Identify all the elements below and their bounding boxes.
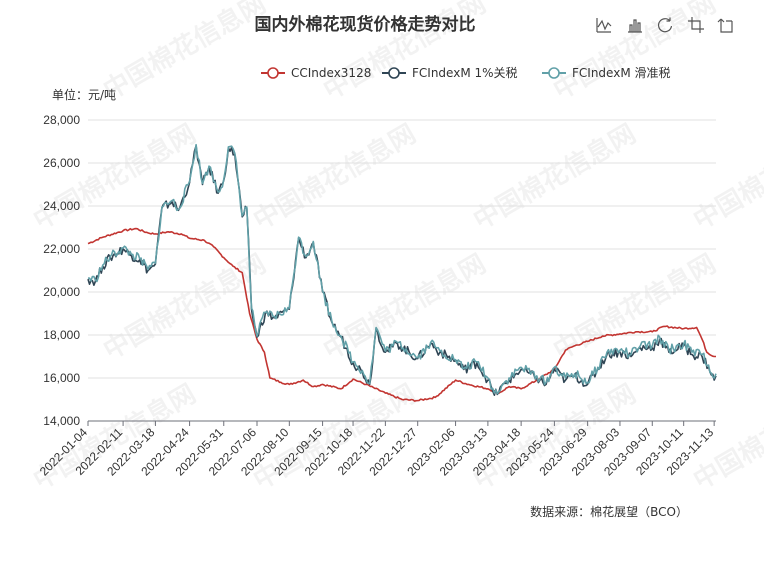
y-tick-label: 20,000 — [43, 285, 80, 299]
legend-item-1[interactable]: FCIndexM 1%关税 — [382, 66, 518, 80]
watermark: 中国棉花信息网 — [98, 0, 271, 106]
y-tick-label: 26,000 — [43, 156, 80, 170]
legend-symbol — [267, 67, 279, 79]
legend-item-2[interactable]: FCIndexM 滑准税 — [542, 66, 671, 80]
restore-icon[interactable] — [657, 17, 673, 33]
legend-item-0[interactable]: CCIndex3128 — [261, 66, 371, 80]
series-line-1 — [87, 145, 717, 397]
watermark: 中国棉花信息网 — [548, 0, 721, 106]
watermark: 中国棉花信息网 — [28, 118, 201, 236]
line-chart-icon[interactable] — [596, 17, 612, 33]
legend-symbol — [388, 67, 400, 79]
series-line-0 — [87, 227, 716, 402]
series-line-2 — [87, 143, 717, 395]
legend-label: FCIndexM 滑准税 — [572, 66, 671, 80]
y-tick-label: 16,000 — [43, 371, 80, 385]
legend-label: CCIndex3128 — [291, 66, 371, 80]
watermark: 中国棉花信息网 — [98, 248, 271, 366]
watermark: 中国棉花信息网 — [468, 118, 641, 236]
zoom-reset-icon[interactable] — [717, 17, 733, 33]
source-note: 数据来源：棉花展望（BCO） — [530, 504, 688, 519]
data-zoom-icon[interactable] — [688, 17, 704, 33]
y-tick-label: 18,000 — [43, 328, 80, 342]
legend-label: FCIndexM 1%关税 — [412, 66, 518, 80]
toolbox — [596, 17, 733, 33]
y-tick-label: 24,000 — [43, 199, 80, 213]
y-tick-label: 28,000 — [43, 113, 80, 127]
y-tick-label: 22,000 — [43, 242, 80, 256]
unit-label: 单位：元/吨 — [52, 87, 116, 102]
grid-lines — [88, 119, 716, 379]
watermark: 中国棉花信息网 — [688, 118, 764, 236]
bar-chart-icon[interactable] — [627, 17, 643, 33]
y-axis-ticks: 14,000 16,000 18,000 20,000 22,000 24,000 26,0… — [43, 113, 80, 428]
chart-title: 国内外棉花现货价格走势对比 — [255, 14, 476, 35]
legend: CCIndex3128 FCIndexM 1%关税 FCIndexM 滑准税 — [261, 66, 671, 80]
y-tick-label: 14,000 — [43, 414, 80, 428]
legend-symbol — [548, 67, 560, 79]
series-layer — [87, 143, 717, 402]
watermark: 中国棉花信息网 — [248, 118, 421, 236]
